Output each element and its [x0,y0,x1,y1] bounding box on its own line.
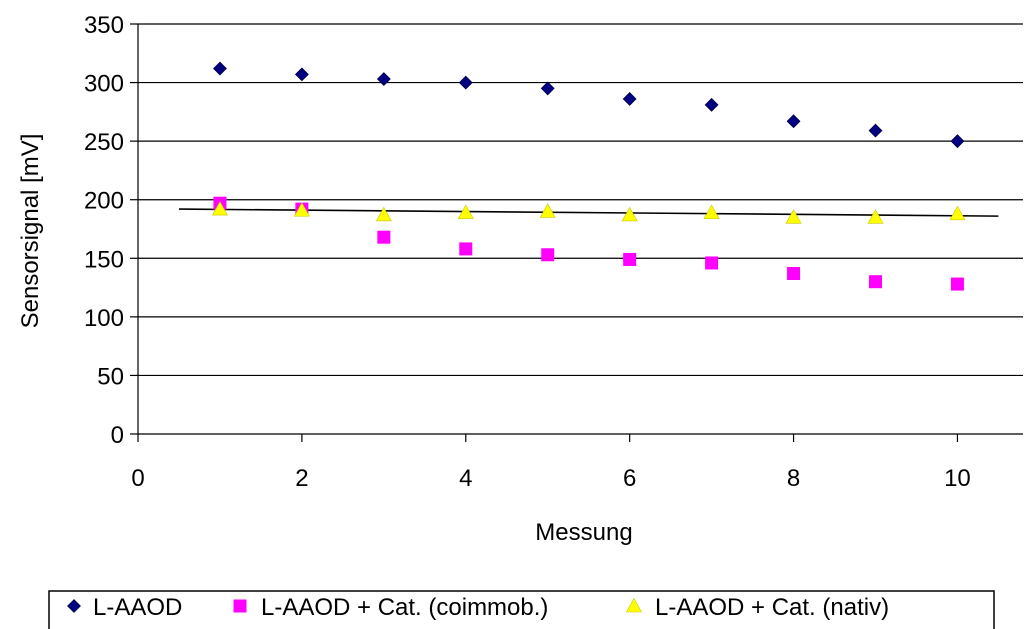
series-0 [213,61,965,149]
legend-marker [67,599,81,613]
data-point [457,204,474,219]
y-tick-label: 150 [84,246,124,273]
x-axis-title: Messung [535,519,632,546]
data-point [623,252,637,266]
series-1 [213,196,964,291]
x-tick-label: 6 [623,465,636,492]
x-tick-label: 10 [944,465,971,492]
data-point [377,230,391,244]
legend-marker [625,597,643,613]
data-point [703,204,720,219]
y-tick-label: 300 [84,71,124,98]
data-point [621,206,638,222]
y-tick-label: 50 [97,363,124,390]
gridlines [138,23,1023,377]
legend: L-AAOD L-AAOD + Cat. (coimmob.) L-AAOD + C… [48,590,995,629]
data-point [787,267,801,281]
y-tick-label: 200 [84,188,124,215]
legend-label: L-AAOD + Cat. (coimmob.) [261,594,548,621]
axes [130,23,1023,442]
data-point [868,123,883,138]
data-point [375,206,392,222]
y-tick-label: 250 [84,129,124,156]
y-tick-labels: 0 50 100 150 200 250 300 350 [84,12,124,449]
data-point [459,242,473,256]
data-point [705,256,719,270]
data-point [786,114,801,129]
data-point [293,202,310,217]
data-points [211,61,966,291]
legend-marker [233,599,247,613]
data-point [213,61,227,76]
data-point [211,200,228,216]
data-point [622,92,637,106]
legend-label: L-AAOD + Cat. (nativ) [655,594,889,621]
x-tick-label: 4 [459,465,472,492]
data-point [294,67,309,82]
data-point [541,248,555,262]
y-axis-title: Sensorsignal [mV] [17,134,44,329]
y-tick-label: 100 [84,305,124,332]
data-point [950,134,965,149]
data-point [785,209,802,224]
legend-box [48,590,995,629]
trendline-segment [178,208,999,217]
data-point [950,277,964,291]
legend-label: L-AAOD [93,594,182,621]
data-point [869,275,882,289]
x-tick-labels: 0 2 4 6 8 10 [131,465,970,492]
x-tick-label: 0 [131,465,144,492]
data-point [539,203,556,218]
data-point [704,97,719,112]
y-tick-label: 0 [111,422,124,449]
data-point [540,81,555,96]
series-2 [211,200,966,224]
x-tick-label: 8 [787,465,800,492]
data-point [458,75,473,90]
trendline [178,208,999,217]
x-tick-label: 2 [295,465,308,492]
data-point [376,72,391,86]
data-point [949,205,966,221]
y-tick-label: 350 [84,12,124,39]
data-point [867,209,884,224]
